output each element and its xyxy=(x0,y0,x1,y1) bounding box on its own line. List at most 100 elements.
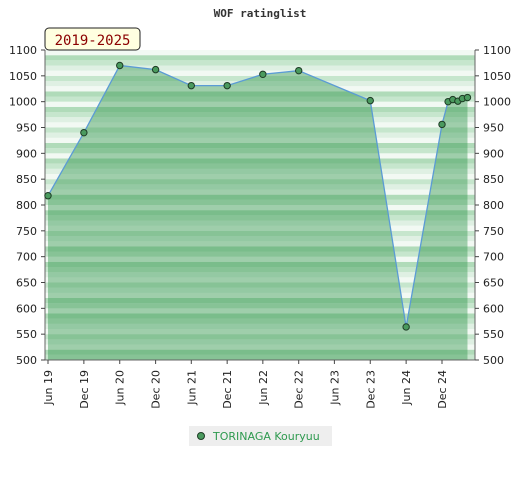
background-band xyxy=(45,174,475,180)
background-band xyxy=(45,292,475,298)
background-band xyxy=(45,143,475,149)
data-point xyxy=(463,93,472,102)
background-band xyxy=(45,101,475,107)
background-band xyxy=(45,287,475,293)
background-band xyxy=(45,329,475,335)
data-point xyxy=(223,81,231,90)
background-band xyxy=(45,225,475,231)
x-tick-label: Jun 21 xyxy=(185,370,198,406)
background-band xyxy=(45,261,475,267)
data-point xyxy=(402,323,410,331)
x-tick-label: Jun 22 xyxy=(257,370,270,406)
x-tick-label: Jun 24 xyxy=(400,370,413,406)
period-badge: 2019-2025 xyxy=(44,27,141,51)
background-band xyxy=(45,241,475,247)
background-band xyxy=(45,282,475,288)
background-band xyxy=(45,117,475,123)
background-band xyxy=(45,205,475,211)
x-tick-label: Dec 22 xyxy=(293,370,306,409)
background-band xyxy=(45,86,475,92)
background-band xyxy=(45,339,475,345)
background-band xyxy=(45,215,475,221)
y-tick-label-right: 550 xyxy=(483,328,504,341)
background-band xyxy=(45,75,475,81)
y-tick-label-left: 1100 xyxy=(9,44,37,57)
background-band xyxy=(45,137,475,143)
data-point xyxy=(295,66,303,75)
legend-label: TORINAGA Kouryuu xyxy=(212,430,320,443)
y-axis-right-ticks: 500 550 600 650 700 750 800 850 900 950 1000 1050 11… xyxy=(475,44,511,367)
plot-background-bands xyxy=(45,50,475,360)
background-band xyxy=(45,132,475,138)
y-tick-label-right: 900 xyxy=(483,147,504,160)
data-point xyxy=(438,120,446,129)
period-badge-label: 2019-2025 xyxy=(55,33,131,49)
background-band xyxy=(45,323,475,329)
background-band xyxy=(45,158,475,164)
y-tick-label-left: 850 xyxy=(16,173,37,186)
background-band xyxy=(45,344,475,350)
background-band xyxy=(45,122,475,128)
background-band xyxy=(45,65,475,71)
x-axis-ticks: Jun 19 Dec 19 Jun 20 Dec 20 Jun 21 Dec 21 Jun … xyxy=(42,360,449,409)
y-tick-label-right: 1050 xyxy=(483,70,511,83)
background-band xyxy=(45,267,475,273)
y-tick-label-left: 1000 xyxy=(9,96,37,109)
data-point xyxy=(44,192,52,200)
background-band xyxy=(45,179,475,185)
y-tick-label-left: 500 xyxy=(16,354,37,367)
series-points xyxy=(44,61,472,331)
background-band xyxy=(45,303,475,309)
background-band xyxy=(45,91,475,97)
y-tick-label-left: 800 xyxy=(16,199,37,212)
data-point xyxy=(259,70,267,78)
data-point xyxy=(366,96,374,105)
x-tick-label: Dec 19 xyxy=(78,370,91,409)
background-band xyxy=(45,148,475,154)
y-tick-label-right: 950 xyxy=(483,122,504,135)
legend-box xyxy=(189,426,332,446)
y-tick-label-right: 650 xyxy=(483,277,504,290)
background-band xyxy=(45,334,475,340)
background-band xyxy=(45,251,475,257)
background-band xyxy=(45,127,475,133)
background-band xyxy=(45,184,475,190)
y-tick-label-left: 550 xyxy=(16,328,37,341)
y-tick-label-right: 500 xyxy=(483,354,504,367)
data-point xyxy=(187,81,195,90)
y-tick-label-left: 750 xyxy=(16,225,37,238)
y-tick-label-left: 600 xyxy=(16,302,37,315)
background-band xyxy=(45,55,475,61)
data-point xyxy=(116,61,124,70)
background-band xyxy=(45,349,475,355)
y-tick-label-right: 700 xyxy=(483,251,504,264)
background-band xyxy=(45,153,475,159)
data-point xyxy=(80,128,88,137)
x-tick-label: Jun 19 xyxy=(42,370,55,406)
background-band xyxy=(45,246,475,252)
x-tick-label: Dec 23 xyxy=(364,370,377,409)
background-band xyxy=(45,96,475,102)
background-band xyxy=(45,298,475,304)
y-tick-label-right: 750 xyxy=(483,225,504,238)
legend-marker-icon xyxy=(197,432,205,440)
y-tick-label-right: 850 xyxy=(483,173,504,186)
legend[interactable]: TORINAGA Kouryuu xyxy=(189,426,332,446)
y-tick-label-left: 650 xyxy=(16,277,37,290)
background-band xyxy=(45,50,475,56)
background-band xyxy=(45,194,475,200)
y-tick-label-right: 800 xyxy=(483,199,504,212)
y-tick-label-right: 1000 xyxy=(483,96,511,109)
background-band xyxy=(45,81,475,87)
series-area xyxy=(48,65,468,360)
background-band xyxy=(45,199,475,205)
series-area-fill xyxy=(48,65,468,360)
background-band xyxy=(45,256,475,262)
y-tick-label-left: 900 xyxy=(16,147,37,160)
chart-title: WOF ratinglist xyxy=(214,7,307,20)
y-tick-label-left: 700 xyxy=(16,251,37,264)
x-tick-label: Dec 21 xyxy=(221,370,234,409)
background-band xyxy=(45,210,475,216)
background-band xyxy=(45,236,475,242)
